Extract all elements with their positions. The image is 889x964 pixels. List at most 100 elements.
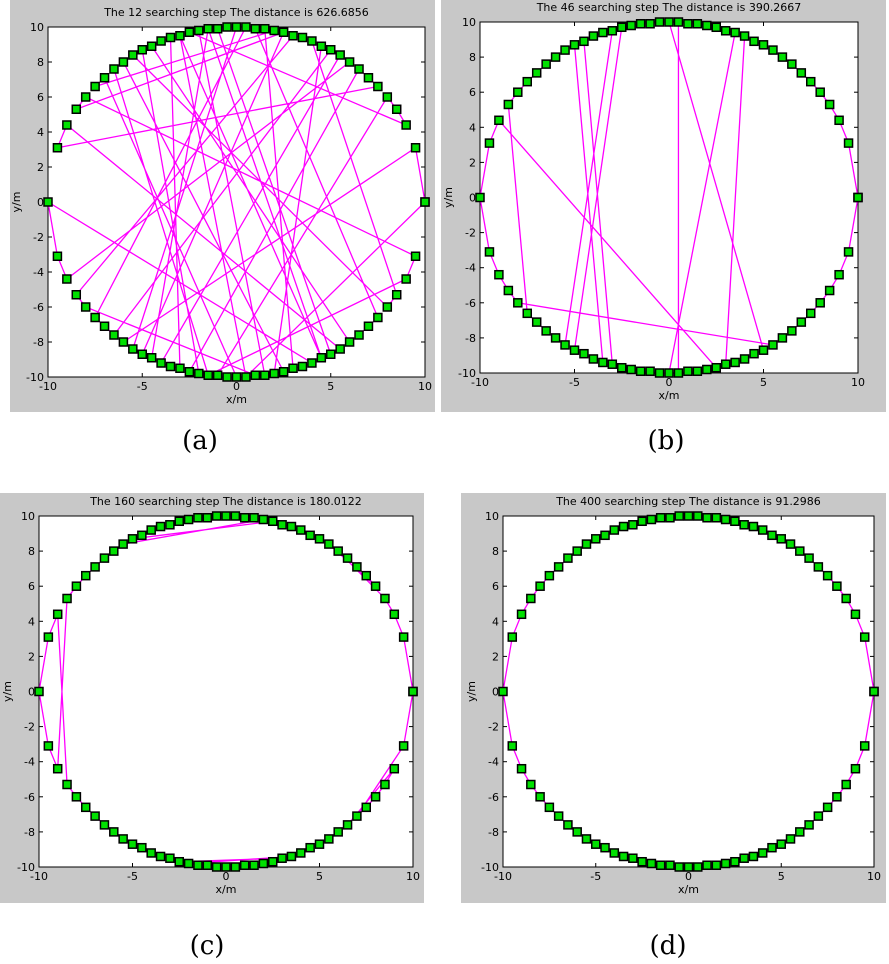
city-marker	[843, 138, 854, 148]
city-marker	[618, 851, 629, 862]
y-tick-label: 6	[469, 86, 476, 99]
city-marker	[174, 516, 184, 527]
city-marker	[43, 741, 54, 751]
y-tick-label: -2	[465, 227, 476, 240]
city-marker	[314, 839, 325, 849]
city-marker	[389, 609, 400, 620]
city-marker	[609, 848, 620, 858]
x-tick-label: 10	[867, 870, 881, 883]
city-marker	[109, 64, 119, 74]
city-marker	[635, 366, 646, 376]
city-marker	[269, 25, 279, 36]
city-marker	[137, 530, 147, 541]
y-tick-label: 8	[28, 545, 35, 558]
chart-title: The 160 searching step The distance is 1…	[89, 495, 362, 508]
city-marker	[758, 345, 769, 355]
city-marker	[420, 197, 430, 207]
city-marker	[99, 73, 110, 83]
city-marker	[175, 31, 185, 41]
city-marker	[288, 31, 298, 41]
y-tick-label: -6	[488, 791, 499, 804]
city-marker	[507, 741, 518, 751]
city-marker	[654, 368, 665, 378]
city-marker	[693, 511, 703, 521]
city-marker	[588, 354, 599, 364]
city-marker	[730, 357, 740, 368]
city-marker	[795, 546, 805, 556]
city-marker	[522, 308, 532, 319]
city-marker	[241, 372, 251, 382]
city-marker	[739, 853, 749, 863]
city-marker	[598, 27, 608, 38]
city-marker	[335, 344, 345, 354]
city-marker	[665, 513, 675, 523]
x-tick-label: 5	[760, 376, 767, 389]
city-marker	[52, 763, 63, 774]
city-marker	[720, 359, 731, 369]
city-marker	[71, 104, 82, 114]
city-marker	[804, 553, 814, 563]
city-marker	[194, 368, 204, 379]
city-marker	[211, 862, 222, 872]
city-marker	[81, 570, 91, 581]
city-marker	[553, 811, 564, 821]
city-marker	[307, 36, 317, 46]
y-tick-label: 0	[28, 686, 35, 699]
city-marker	[475, 192, 485, 203]
y-tick-label: -4	[33, 266, 44, 279]
city-marker	[398, 632, 409, 642]
city-marker	[203, 370, 213, 380]
city-marker	[90, 811, 100, 821]
city-marker	[841, 779, 851, 790]
x-tick-label: -5	[569, 376, 580, 389]
city-marker	[324, 834, 334, 844]
city-marker	[531, 68, 542, 78]
city-marker	[498, 686, 508, 697]
city-marker	[342, 820, 353, 830]
city-marker	[796, 68, 807, 78]
city-marker	[702, 860, 712, 870]
city-marker	[513, 298, 523, 308]
city-marker	[748, 521, 759, 532]
city-marker	[693, 862, 703, 872]
city-marker	[71, 792, 82, 802]
city-marker	[796, 317, 807, 327]
y-axis-label: y/m	[465, 681, 478, 702]
city-marker	[832, 792, 842, 802]
city-marker	[588, 31, 599, 41]
city-marker	[118, 57, 129, 67]
city-marker	[314, 534, 325, 544]
city-marker	[757, 848, 768, 858]
city-marker	[494, 269, 504, 280]
city-marker	[194, 25, 204, 36]
x-tick-label: -5	[590, 870, 601, 883]
city-marker	[410, 251, 421, 261]
city-marker	[258, 514, 269, 525]
y-tick-label: -8	[488, 826, 499, 839]
city-marker	[389, 763, 400, 774]
y-tick-label: -2	[488, 721, 499, 734]
city-marker	[80, 92, 91, 102]
city-marker	[137, 45, 147, 55]
city-marker	[71, 290, 82, 300]
city-marker	[239, 860, 250, 870]
city-marker	[541, 59, 551, 69]
city-marker	[269, 368, 279, 379]
y-tick-label: -10	[481, 861, 499, 874]
city-marker	[324, 539, 334, 549]
city-marker	[692, 366, 703, 376]
city-marker	[361, 802, 371, 813]
city-marker	[683, 862, 694, 872]
city-marker	[739, 354, 750, 364]
y-tick-label: -8	[465, 332, 476, 345]
city-marker	[572, 827, 582, 837]
city-marker	[526, 593, 536, 604]
city-marker	[853, 192, 863, 203]
y-tick-label: 6	[492, 580, 499, 593]
city-marker	[342, 553, 353, 563]
x-tick-label: 5	[778, 870, 785, 883]
city-marker	[607, 359, 618, 369]
city-marker	[156, 358, 166, 368]
city-marker	[118, 539, 128, 549]
city-marker	[824, 285, 835, 296]
